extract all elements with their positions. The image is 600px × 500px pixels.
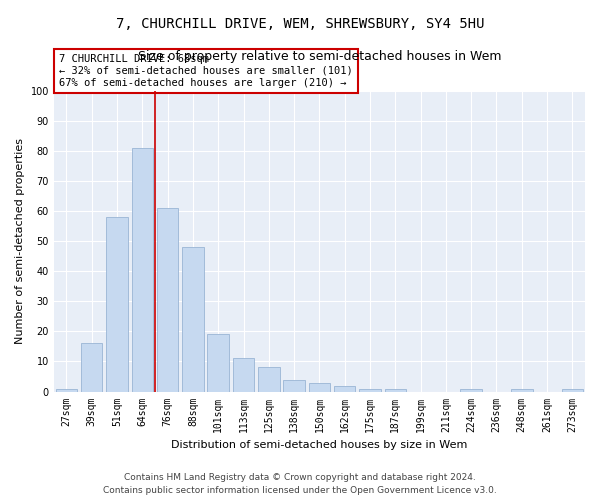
Bar xyxy=(106,217,128,392)
Title: Size of property relative to semi-detached houses in Wem: Size of property relative to semi-detach… xyxy=(137,50,501,63)
Text: 7 CHURCHILL DRIVE: 68sqm
← 32% of semi-detached houses are smaller (101)
67% of : 7 CHURCHILL DRIVE: 68sqm ← 32% of semi-d… xyxy=(59,54,353,88)
Bar xyxy=(562,388,583,392)
Bar xyxy=(182,247,203,392)
Bar xyxy=(511,388,533,392)
Bar xyxy=(233,358,254,392)
Bar xyxy=(157,208,178,392)
Bar xyxy=(81,344,103,392)
Y-axis label: Number of semi-detached properties: Number of semi-detached properties xyxy=(15,138,25,344)
X-axis label: Distribution of semi-detached houses by size in Wem: Distribution of semi-detached houses by … xyxy=(171,440,467,450)
Text: 7, CHURCHILL DRIVE, WEM, SHREWSBURY, SY4 5HU: 7, CHURCHILL DRIVE, WEM, SHREWSBURY, SY4… xyxy=(116,18,484,32)
Bar xyxy=(131,148,153,392)
Bar xyxy=(56,388,77,392)
Bar xyxy=(334,386,355,392)
Text: Contains HM Land Registry data © Crown copyright and database right 2024.
Contai: Contains HM Land Registry data © Crown c… xyxy=(103,474,497,495)
Bar xyxy=(359,388,381,392)
Bar xyxy=(308,382,330,392)
Bar xyxy=(208,334,229,392)
Bar xyxy=(460,388,482,392)
Bar xyxy=(258,368,280,392)
Bar xyxy=(283,380,305,392)
Bar xyxy=(385,388,406,392)
